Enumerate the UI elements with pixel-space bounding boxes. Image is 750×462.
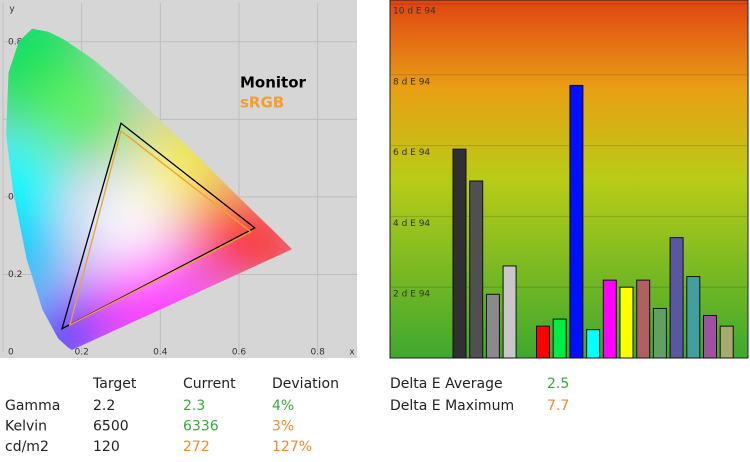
y-tick-label: 8 d E 94 [393, 77, 430, 87]
row-label: Delta E Average [390, 376, 503, 392]
bar [686, 276, 701, 359]
bar [652, 307, 667, 359]
bar [552, 318, 567, 359]
y-tick-label: 4 d E 94 [393, 219, 430, 229]
x-tick-label: 0.8 [311, 348, 326, 358]
gamut-triangle [68, 129, 253, 327]
bar [469, 180, 484, 359]
x-tick-label: 0 [8, 348, 14, 358]
column-header: Deviation [272, 376, 339, 392]
y-tick-label: 0.8 [8, 37, 23, 47]
bar-chart: 2 d E 94 4 d E 94 6 d E 94 8 d E 94 10 d E 9… [391, 3, 747, 359]
table-cell: 120 [93, 439, 120, 455]
gamut-triangle [60, 122, 256, 331]
bar [636, 279, 651, 359]
legend-label: Monitor [240, 74, 307, 92]
x-tick-label: 0.2 [75, 348, 89, 358]
bar [669, 237, 684, 359]
y-tick-label: 10 d E 94 [393, 7, 436, 17]
table-cell: 127% [272, 439, 312, 455]
x-tick-label: 0.4 [153, 348, 168, 358]
table-cell: 3% [272, 419, 294, 435]
table-cell: 2.5 [547, 376, 569, 392]
row-label: Kelvin [5, 419, 47, 435]
y-axis-label: y [9, 5, 15, 15]
bar [485, 293, 500, 359]
bar [719, 325, 734, 359]
color-blob [83, 175, 174, 266]
legend-label: sRGB [240, 94, 284, 112]
bar [619, 286, 634, 359]
bar [586, 329, 601, 359]
bar [536, 325, 550, 359]
color-blob [31, 61, 132, 162]
row-label: Gamma [5, 398, 60, 414]
bar [452, 148, 467, 359]
table-cell: 272 [183, 439, 210, 455]
y-tick-label: 6 d E 94 [393, 148, 430, 158]
bar [569, 84, 584, 359]
table-cell: 4% [272, 398, 294, 414]
table-cell: 6336 [183, 419, 219, 435]
row-label: Delta E Maximum [390, 398, 514, 414]
y-tick-label: 2 d E 94 [393, 290, 430, 300]
bar [502, 265, 517, 359]
bar [602, 279, 617, 359]
table-cell: 6500 [93, 419, 129, 435]
row-label: cd/m2 [5, 439, 49, 455]
bar [703, 315, 717, 359]
table-cell: 2.3 [183, 398, 205, 414]
column-header: Target [92, 376, 137, 392]
column-header: Current [183, 376, 236, 392]
tables: Target Current Deviation Gamma 2.2 2.3 4% Kelvi… [5, 376, 569, 455]
x-tick-label: 0.6 [232, 348, 247, 358]
table-cell: 2.2 [93, 398, 115, 414]
table-cell: 7.7 [547, 398, 569, 414]
y-tick-label: 0.2 [8, 270, 22, 280]
x-axis-label: x [349, 348, 355, 358]
